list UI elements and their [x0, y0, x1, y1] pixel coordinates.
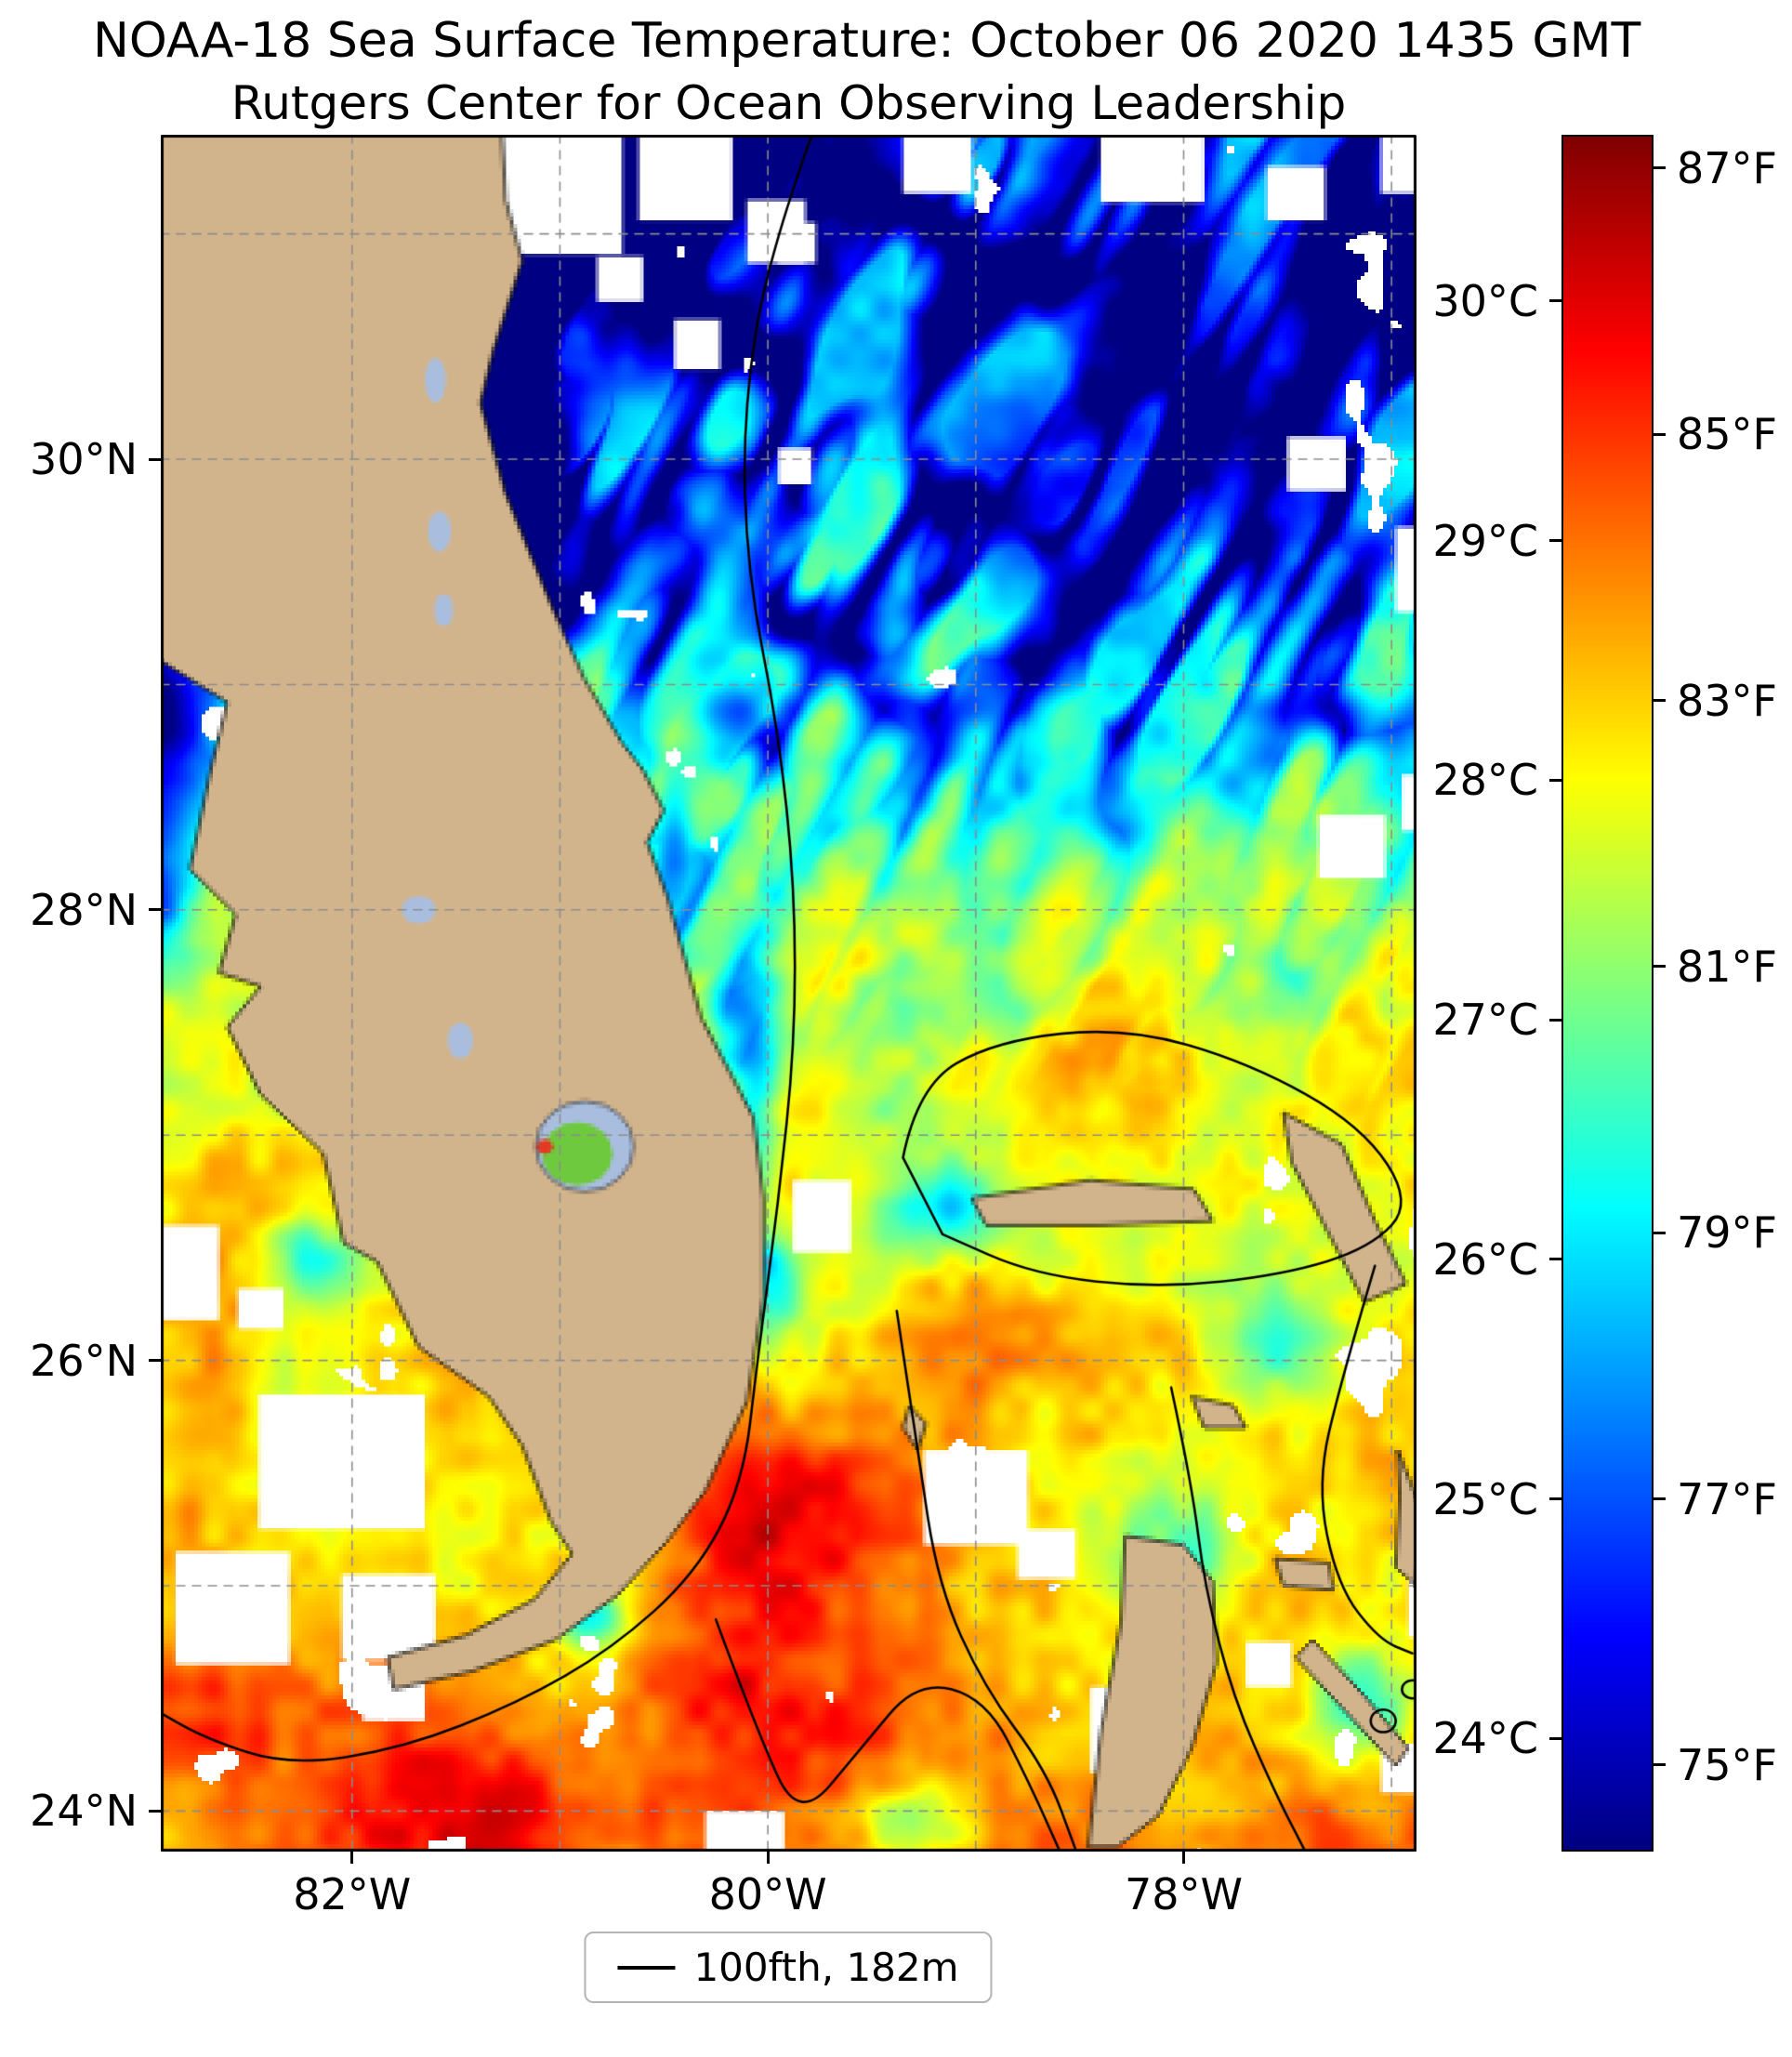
colorbar-c-label: 26°C: [1432, 1233, 1538, 1285]
colorbar-c-tick-mark: [1549, 1497, 1561, 1501]
y-tick-mark: [149, 1809, 161, 1813]
colorbar-c-tick-mark: [1549, 299, 1561, 303]
map-plot: [161, 135, 1416, 1852]
colorbar-f-label: 81°F: [1677, 941, 1777, 992]
colorbar: [1561, 135, 1654, 1852]
colorbar-gradient-canvas: [1561, 135, 1654, 1852]
colorbar-f-tick-mark: [1654, 432, 1666, 436]
colorbar-f-label: 87°F: [1677, 142, 1777, 193]
colorbar-f-tick-mark: [1654, 1763, 1666, 1767]
x-tick-label: 78°W: [1124, 1869, 1243, 1919]
colorbar-c-tick-mark: [1549, 1018, 1561, 1022]
colorbar-f-tick-mark: [1654, 1497, 1666, 1501]
chart-title: NOAA-18 Sea Surface Temperature: October…: [93, 13, 1641, 69]
chart-subtitle: Rutgers Center for Ocean Observing Leade…: [231, 76, 1347, 130]
colorbar-c-label: 25°C: [1432, 1473, 1538, 1524]
colorbar-f-tick-mark: [1654, 965, 1666, 969]
colorbar-c-label: 24°C: [1432, 1713, 1538, 1764]
colorbar-f-label: 75°F: [1677, 1739, 1777, 1790]
x-tick-mark: [1181, 1852, 1185, 1864]
colorbar-f-label: 77°F: [1677, 1473, 1777, 1524]
colorbar-c-tick-mark: [1549, 1736, 1561, 1740]
contour-line-swatch: [617, 1965, 676, 1970]
x-tick-mark: [766, 1852, 770, 1864]
legend: 100fth, 182m: [584, 1932, 993, 2003]
y-tick-label: 30°N: [30, 434, 138, 485]
colorbar-f-label: 83°F: [1677, 675, 1777, 726]
colorbar-c-label: 30°C: [1432, 275, 1538, 326]
colorbar-f-tick-mark: [1654, 1231, 1666, 1234]
y-tick-label: 26°N: [30, 1335, 138, 1386]
y-tick-mark: [149, 1359, 161, 1363]
colorbar-c-tick-mark: [1549, 539, 1561, 543]
colorbar-f-label: 85°F: [1677, 409, 1777, 460]
colorbar-c-label: 27°C: [1432, 995, 1538, 1046]
x-tick-label: 80°W: [708, 1869, 827, 1919]
y-tick-label: 28°N: [30, 884, 138, 935]
colorbar-border: [1561, 135, 1654, 1852]
x-tick-mark: [350, 1852, 354, 1864]
colorbar-c-label: 29°C: [1432, 515, 1538, 566]
colorbar-f-tick-mark: [1654, 699, 1666, 702]
colorbar-f-label: 79°F: [1677, 1207, 1777, 1259]
map-overlay-canvas: [161, 135, 1416, 1852]
x-tick-label: 82°W: [293, 1869, 412, 1919]
y-tick-label: 24°N: [30, 1786, 138, 1837]
colorbar-c-label: 28°C: [1432, 755, 1538, 806]
legend-label: 100fth, 182m: [693, 1945, 959, 1990]
y-tick-mark: [149, 908, 161, 912]
colorbar-f-tick-mark: [1654, 166, 1666, 170]
colorbar-c-tick-mark: [1549, 1258, 1561, 1261]
colorbar-c-tick-mark: [1549, 778, 1561, 782]
y-tick-mark: [149, 457, 161, 461]
